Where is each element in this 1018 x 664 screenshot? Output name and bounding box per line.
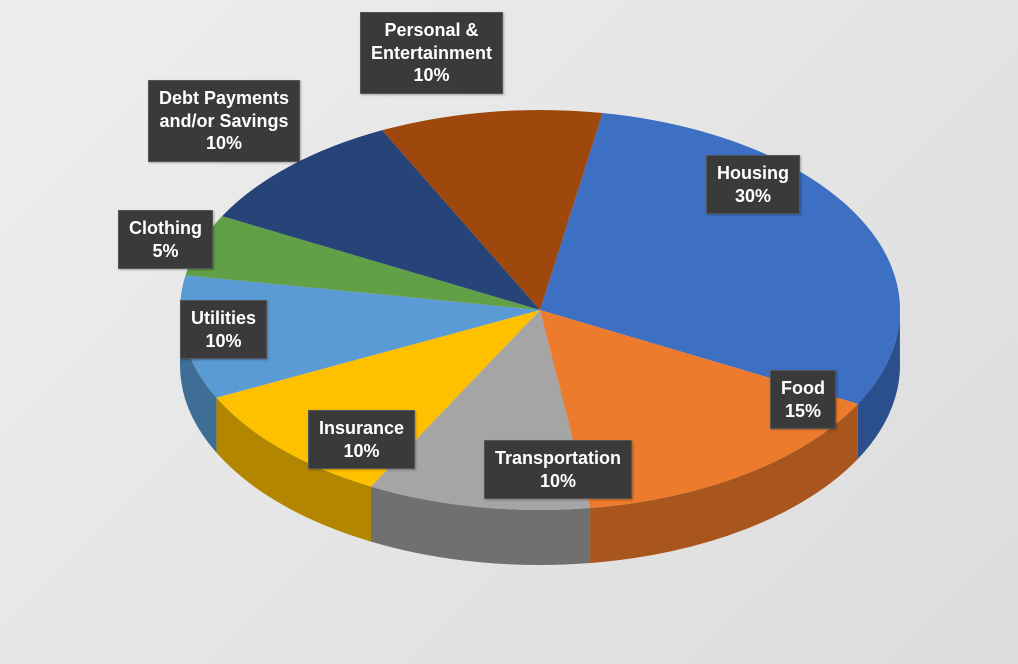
pie-label-percent: 10%	[319, 440, 404, 463]
pie-label-percent: 10%	[495, 470, 621, 493]
pie-label-1: Food15%	[770, 370, 836, 429]
pie-label-name: Housing	[717, 162, 789, 185]
pie-label-5: Clothing5%	[118, 210, 213, 269]
pie-label-percent: 10%	[191, 330, 256, 353]
budget-pie-chart: Housing30%Food15%Transportation10%Insura…	[0, 0, 1018, 664]
pie-label-7: Personal & Entertainment10%	[360, 12, 503, 94]
pie-label-name: Insurance	[319, 417, 404, 440]
pie-label-name: Clothing	[129, 217, 202, 240]
pie-label-3: Insurance10%	[308, 410, 415, 469]
pie-label-name: Debt Payments and/or Savings	[159, 87, 289, 132]
pie-label-percent: 10%	[159, 132, 289, 155]
pie-label-name: Personal & Entertainment	[371, 19, 492, 64]
pie-label-0: Housing30%	[706, 155, 800, 214]
pie-label-name: Utilities	[191, 307, 256, 330]
pie-label-name: Food	[781, 377, 825, 400]
pie-label-name: Transportation	[495, 447, 621, 470]
pie-label-percent: 15%	[781, 400, 825, 423]
pie-label-percent: 5%	[129, 240, 202, 263]
pie-label-2: Transportation10%	[484, 440, 632, 499]
pie-label-6: Debt Payments and/or Savings10%	[148, 80, 300, 162]
pie-label-4: Utilities10%	[180, 300, 267, 359]
pie-label-percent: 30%	[717, 185, 789, 208]
pie-label-percent: 10%	[371, 64, 492, 87]
